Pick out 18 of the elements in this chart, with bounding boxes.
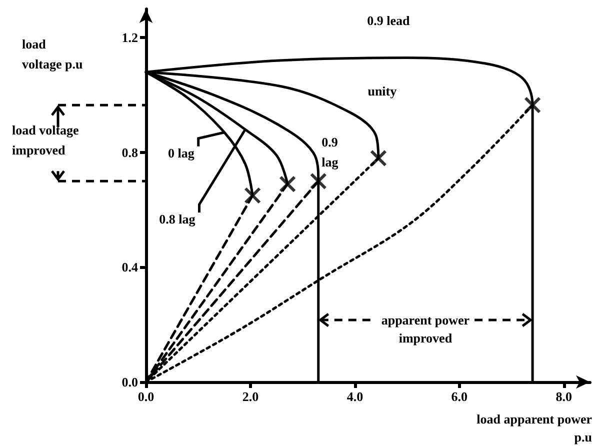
annotation: apparent power improved [381, 312, 470, 346]
x-tick-label: 6.0 [451, 389, 468, 404]
series-label: 0.9 lag [322, 134, 339, 170]
y-tick-label: 1.2 [122, 30, 138, 46]
x-axis-title: load apparent power p.u [476, 412, 592, 444]
y-tick-label: 0.0 [122, 374, 138, 390]
x-tick-label: 2.0 [242, 389, 259, 404]
text: 0 lag [168, 145, 195, 160]
y-axis-title: load voltage p.u [22, 36, 83, 72]
x-tick-label: 8.0 [556, 389, 572, 404]
y-tick-label: 0.4 [122, 260, 138, 275]
series-label: unity [368, 83, 398, 98]
text: 0.8 lag [159, 212, 196, 227]
x-tick-label: 4.0 [346, 389, 364, 404]
x-tick-label: 0.0 [138, 389, 154, 404]
y-tick-label: 0.8 [122, 144, 138, 160]
text: load voltage improved [12, 122, 80, 158]
text: 0.9 lead [367, 12, 411, 28]
